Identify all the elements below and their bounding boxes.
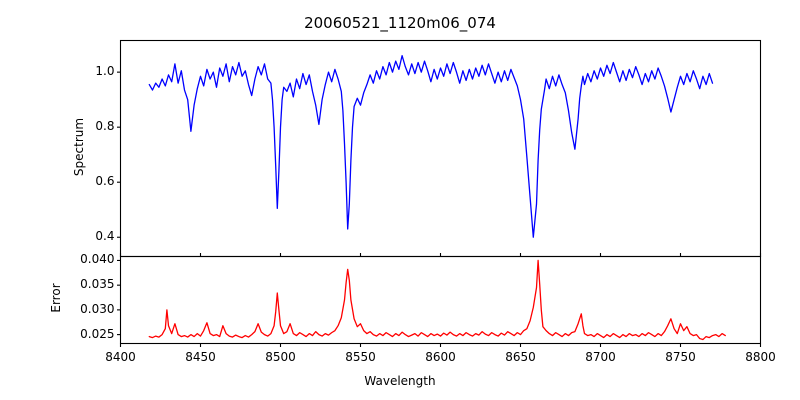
ytick-label-spectrum: 0.6: [95, 174, 115, 189]
xtick-label: 8600: [425, 349, 456, 364]
ytick-label-spectrum: 0.8: [95, 119, 115, 134]
page-title: 20060521_1120m06_074: [304, 14, 496, 32]
xtick-label: 8650: [505, 349, 536, 364]
ytick-label-error: 0.040: [80, 252, 115, 267]
axis-label-wavelength: Wavelength: [364, 373, 436, 388]
ytick-label-error: 0.025: [80, 326, 115, 341]
xtick-label: 8400: [105, 349, 136, 364]
error-line: [148, 259, 726, 341]
ytick-label-error: 0.030: [80, 301, 115, 316]
xtick-label: 8550: [345, 349, 376, 364]
xtick-label: 8450: [185, 349, 216, 364]
xtick-label: 8750: [665, 349, 696, 364]
ytick-label-error: 0.035: [80, 277, 115, 292]
spectrum-panel-frame: [119, 39, 762, 258]
spectrum-line: [148, 54, 714, 238]
xtick-label: 8800: [745, 349, 776, 364]
xtick-label: 8700: [585, 349, 616, 364]
xtick-label: 8500: [265, 349, 296, 364]
ytick-label-spectrum: 1.0: [95, 64, 115, 79]
ytick-label-spectrum: 0.4: [95, 229, 115, 244]
